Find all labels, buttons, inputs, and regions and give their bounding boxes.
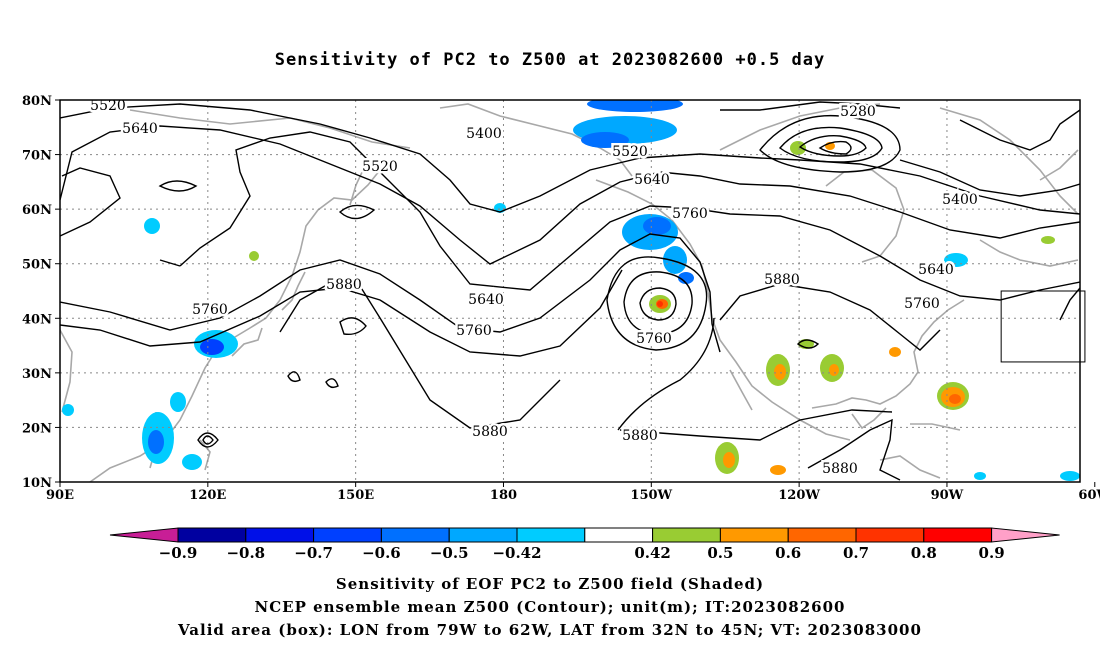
lon-label: 120W xyxy=(778,488,820,503)
coastlines xyxy=(60,103,1079,482)
contour-label: 5520 xyxy=(362,159,398,175)
colorbar-segment xyxy=(652,527,721,543)
contour-label: 5760 xyxy=(192,302,228,318)
contour-label: 5760 xyxy=(636,331,672,347)
lat-label: 30N xyxy=(22,367,52,382)
lon-label: 150W xyxy=(630,488,672,503)
colorbar-under-triangle xyxy=(109,527,179,543)
colorbar-label: 0.5 xyxy=(707,544,733,562)
lat-label: 70N xyxy=(22,149,52,164)
contour-label: 5880 xyxy=(472,424,508,440)
contour-label: 5640 xyxy=(468,292,504,308)
lon-label: 150E xyxy=(337,488,374,503)
contour-label: 5640 xyxy=(918,262,954,278)
caption-line-1: Sensitivity of EOF PC2 to Z500 field (Sh… xyxy=(335,575,765,593)
colorbar-segment xyxy=(855,527,925,543)
colorbar-label: 0.42 xyxy=(634,544,671,562)
colorbar-over-triangle xyxy=(991,527,1060,543)
colorbar-segment xyxy=(245,527,315,543)
contour-labels: 5520 5640 5400 5520 5280 5520 5640 5760 … xyxy=(88,96,981,480)
contour-label: 5400 xyxy=(942,192,978,208)
lon-label: 120E xyxy=(189,488,226,503)
colorbar-label: 0.9 xyxy=(979,544,1005,562)
graticule xyxy=(60,100,1080,482)
lat-label: 80N xyxy=(22,94,52,109)
caption-line-3: Valid area (box): LON from 79W to 62W, L… xyxy=(178,621,922,639)
colorbar-segment xyxy=(923,527,993,543)
map-frame xyxy=(59,99,1081,483)
colorbar-segment xyxy=(516,527,586,543)
lon-label: 60W xyxy=(1078,488,1100,503)
colorbar-label: −0.42 xyxy=(492,544,541,562)
contour-label: 5880 xyxy=(822,461,858,477)
colorbar-label: −0.9 xyxy=(159,544,198,562)
colorbar-label: −0.8 xyxy=(226,544,265,562)
contour-label: 5640 xyxy=(634,172,670,188)
colorbar-label: 0.6 xyxy=(775,544,801,562)
colorbar-segment xyxy=(448,527,518,543)
contour-label: 5760 xyxy=(672,206,708,222)
contour-label: 5640 xyxy=(122,121,158,137)
contour-label: 5400 xyxy=(466,126,502,142)
contour-label: 5880 xyxy=(326,277,362,293)
contour-label: 5880 xyxy=(622,428,658,444)
colorbar: −0.9 −0.8 −0.7 −0.6 −0.5 −0.42 0.42 0.5 0.6 0.7 0.… xyxy=(109,527,1060,562)
contour-label: 5760 xyxy=(456,323,492,339)
colorbar-label: 0.8 xyxy=(911,544,937,562)
lon-label: 90W xyxy=(931,488,964,503)
colorbar-label: 0.7 xyxy=(843,544,869,562)
colorbar-label: −0.5 xyxy=(430,544,469,562)
z500-contours xyxy=(60,101,1080,481)
colorbar-segment xyxy=(313,527,382,543)
sensitivity-shading xyxy=(62,100,1080,481)
caption-line-2: NCEP ensemble mean Z500 (Contour); unit(… xyxy=(254,598,846,616)
contour-label: 5520 xyxy=(612,144,648,160)
lat-label: 60N xyxy=(22,203,52,218)
contour-label: 5760 xyxy=(904,296,940,312)
colorbar-segment xyxy=(787,527,857,543)
colorbar-segment xyxy=(177,527,247,543)
colorbar-label: −0.7 xyxy=(294,544,333,562)
contour-label: 5880 xyxy=(764,272,800,288)
lat-label: 50N xyxy=(22,258,52,273)
lat-label: 10N xyxy=(22,476,52,491)
colorbar-label: −0.6 xyxy=(362,544,401,562)
lon-label: 180 xyxy=(490,488,517,503)
colorbar-segment xyxy=(719,527,789,543)
colorbar-segment xyxy=(380,527,450,543)
lat-label: 40N xyxy=(22,312,52,327)
lon-label: 90E xyxy=(46,488,74,503)
page-title: Sensitivity of PC2 to Z500 at 2023082600… xyxy=(274,50,826,70)
valid-area-box xyxy=(1000,290,1086,363)
lat-label: 20N xyxy=(22,421,52,436)
colorbar-segment xyxy=(584,527,654,543)
contour-label: 5280 xyxy=(840,104,876,120)
